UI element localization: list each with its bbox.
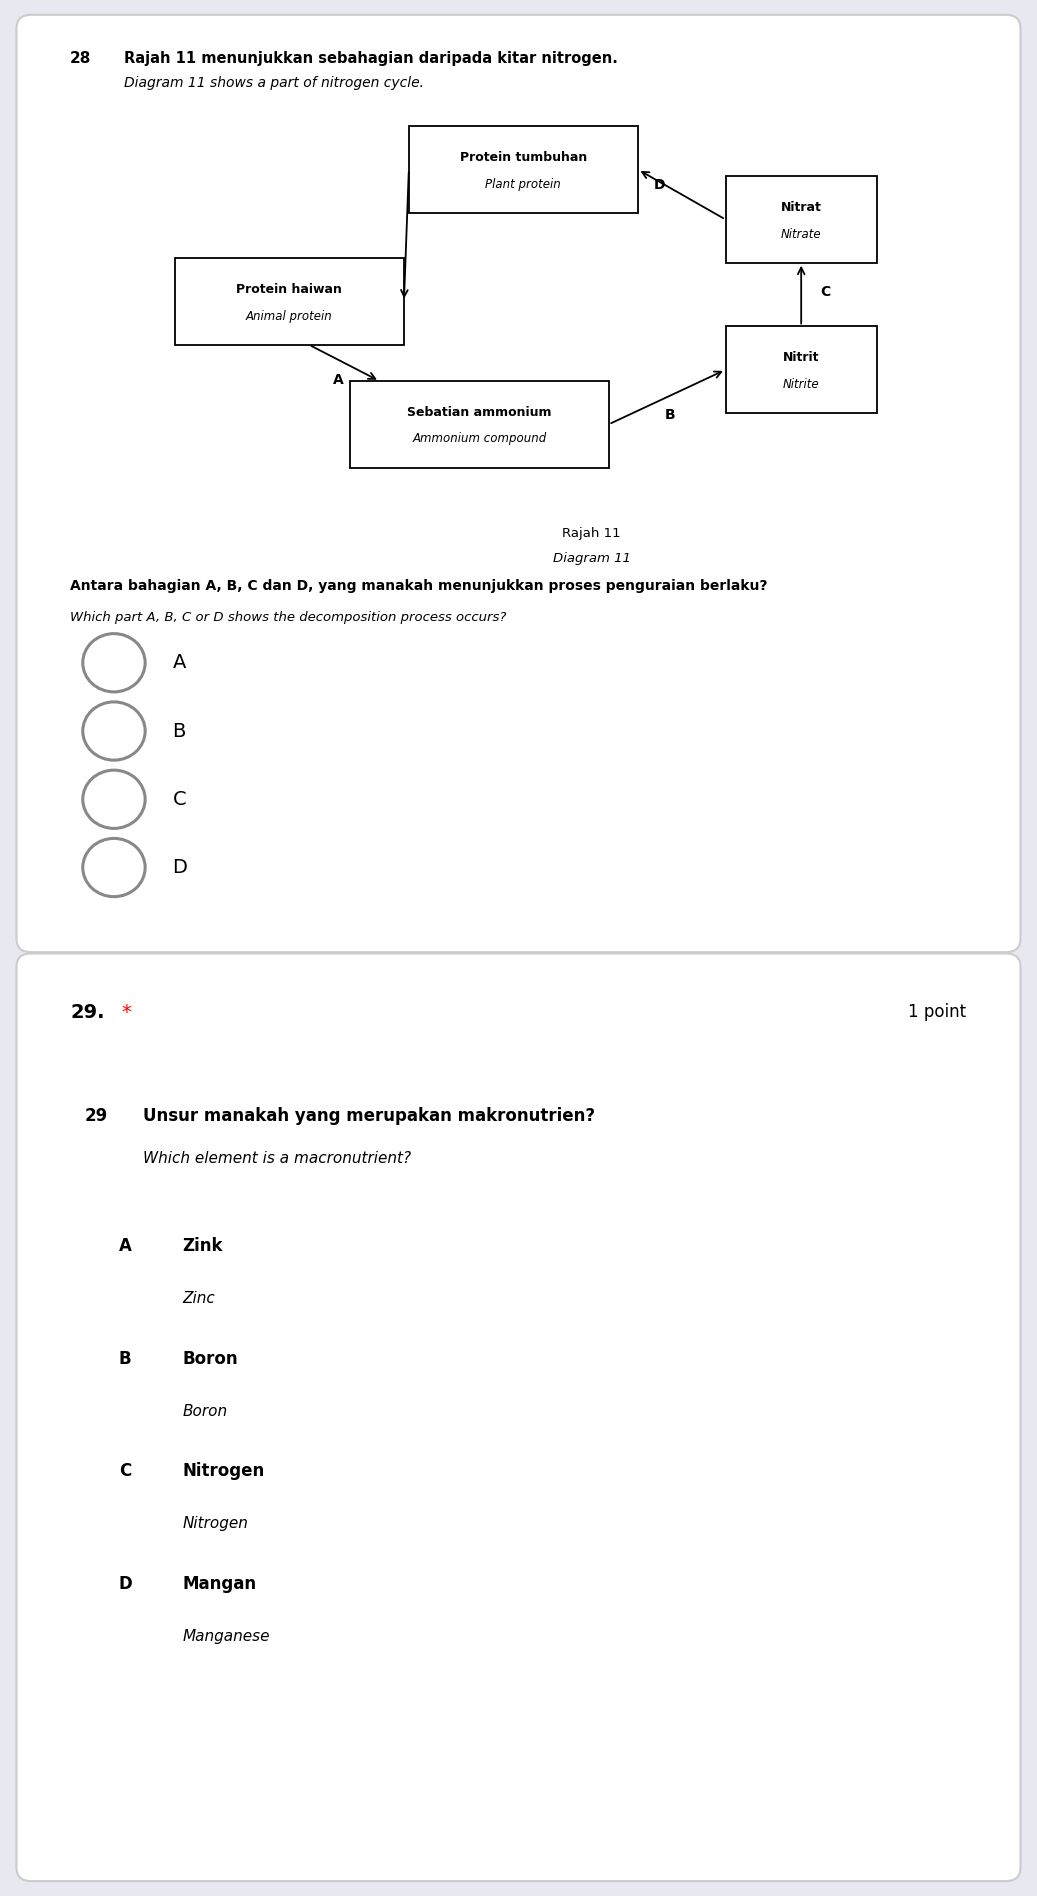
Text: Plant protein: Plant protein — [485, 178, 561, 191]
Text: Ammonium compound: Ammonium compound — [413, 432, 546, 446]
Text: Nitrat: Nitrat — [781, 201, 821, 214]
Text: Which part A, B, C or D shows the decomposition process occurs?: Which part A, B, C or D shows the decomp… — [71, 611, 506, 624]
Text: Boron: Boron — [183, 1350, 237, 1367]
Text: C: C — [119, 1462, 131, 1481]
Text: Unsur manakah yang merupakan makronutrien?: Unsur manakah yang merupakan makronutrie… — [143, 1107, 595, 1124]
Text: D: D — [172, 859, 188, 878]
Text: 29: 29 — [85, 1107, 108, 1124]
Text: Manganese: Manganese — [183, 1629, 270, 1644]
Text: Diagram 11: Diagram 11 — [553, 552, 630, 565]
Text: Nitrite: Nitrite — [783, 377, 819, 391]
FancyBboxPatch shape — [17, 15, 1020, 952]
Text: 28: 28 — [71, 51, 91, 66]
FancyBboxPatch shape — [351, 381, 609, 468]
FancyBboxPatch shape — [726, 326, 876, 413]
FancyBboxPatch shape — [17, 954, 1020, 1881]
Text: Nitrate: Nitrate — [781, 228, 821, 241]
Text: Animal protein: Animal protein — [246, 309, 333, 322]
Text: D: D — [654, 178, 666, 191]
Text: Which element is a macronutrient?: Which element is a macronutrient? — [143, 1151, 412, 1166]
Text: Diagram 11 shows a part of nitrogen cycle.: Diagram 11 shows a part of nitrogen cycl… — [123, 76, 424, 89]
Text: Sebatian ammonium: Sebatian ammonium — [408, 406, 552, 419]
Text: 29.: 29. — [71, 1003, 105, 1022]
Text: D: D — [119, 1576, 133, 1593]
Text: A: A — [119, 1238, 132, 1255]
Text: Antara bahagian A, B, C dan D, yang manakah menunjukkan proses penguraian berlak: Antara bahagian A, B, C dan D, yang mana… — [71, 578, 767, 593]
Text: Boron: Boron — [183, 1403, 227, 1418]
Text: Rajah 11: Rajah 11 — [562, 527, 621, 540]
Text: C: C — [820, 286, 831, 300]
Text: A: A — [172, 654, 186, 673]
Text: Nitrit: Nitrit — [783, 351, 819, 364]
FancyBboxPatch shape — [175, 258, 404, 345]
Text: Rajah 11 menunjukkan sebahagian daripada kitar nitrogen.: Rajah 11 menunjukkan sebahagian daripada… — [123, 51, 618, 66]
Text: B: B — [665, 408, 675, 423]
Text: Mangan: Mangan — [183, 1576, 256, 1593]
FancyBboxPatch shape — [726, 176, 876, 264]
Text: Protein tumbuhan: Protein tumbuhan — [459, 152, 587, 165]
Text: Nitrogen: Nitrogen — [183, 1517, 248, 1532]
FancyBboxPatch shape — [409, 127, 638, 212]
Text: 1 point: 1 point — [908, 1003, 966, 1020]
Text: *: * — [121, 1003, 132, 1022]
Text: Zinc: Zinc — [183, 1291, 215, 1306]
Text: B: B — [119, 1350, 132, 1367]
Text: Zink: Zink — [183, 1238, 223, 1255]
Text: C: C — [172, 791, 186, 810]
Text: Protein haiwan: Protein haiwan — [236, 283, 342, 296]
Text: Nitrogen: Nitrogen — [183, 1462, 264, 1481]
Text: B: B — [172, 722, 186, 741]
Text: A: A — [333, 374, 343, 387]
